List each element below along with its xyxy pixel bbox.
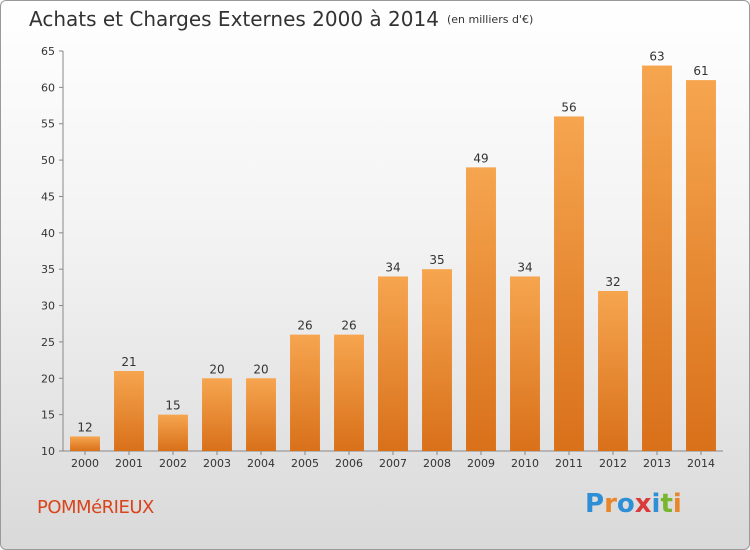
y-tick-label: 65 (41, 45, 55, 58)
y-tick-label: 45 (41, 190, 55, 203)
bar (114, 371, 144, 451)
x-tick-label: 2010 (511, 457, 539, 470)
bar (70, 436, 100, 451)
y-tick-label: 30 (41, 300, 55, 313)
y-tick-label: 20 (41, 372, 55, 385)
x-tick-label: 2004 (247, 457, 275, 470)
bar (246, 378, 276, 451)
bar (686, 80, 716, 451)
data-label: 49 (473, 151, 488, 165)
bar (466, 167, 496, 451)
data-label: 34 (385, 260, 400, 274)
data-label: 26 (297, 319, 312, 333)
y-tick-label: 40 (41, 227, 55, 240)
data-label: 34 (517, 260, 532, 274)
data-label: 21 (121, 355, 136, 369)
bar (554, 116, 584, 452)
bar (642, 65, 672, 451)
bar (598, 291, 628, 451)
y-tick-label: 55 (41, 118, 55, 131)
y-tick-label: 25 (41, 336, 55, 349)
chart-subtitle: (en milliers d'€) (446, 13, 534, 26)
data-label: 63 (649, 50, 664, 64)
bar (422, 269, 452, 451)
data-label: 26 (341, 319, 356, 333)
x-tick-label: 2005 (291, 457, 319, 470)
x-tick-label: 2009 (467, 457, 495, 470)
data-label: 20 (253, 362, 268, 376)
y-tick-label: 10 (41, 445, 55, 458)
town-name: POMMéRIEUX (37, 497, 154, 518)
y-tick-label: 35 (41, 263, 55, 276)
title-text: Achats et Charges Externes 2000 à 2014 (29, 7, 439, 31)
logo-letter: x (634, 489, 652, 519)
chart-title: Achats et Charges Externes 2000 à 2014 (e… (29, 7, 533, 31)
logo-letter: P (585, 489, 605, 519)
logo-letter: r (604, 489, 617, 519)
data-label: 35 (429, 253, 444, 267)
x-tick-label: 2008 (423, 457, 451, 470)
data-label: 61 (693, 64, 708, 78)
logo-letter: i (672, 489, 682, 519)
data-label: 20 (209, 362, 224, 376)
x-tick-label: 2013 (643, 457, 671, 470)
x-tick-label: 2003 (203, 457, 231, 470)
logo-letter: i (651, 489, 661, 519)
x-tick-label: 2012 (599, 457, 627, 470)
logo-letter: o (616, 489, 635, 519)
bar (158, 414, 188, 451)
x-tick-label: 2007 (379, 457, 407, 470)
x-tick-label: 2001 (115, 457, 143, 470)
x-tick-label: 2002 (159, 457, 187, 470)
data-label: 12 (77, 420, 92, 434)
proxiti-logo: Proxiti (585, 489, 682, 519)
x-tick-label: 2006 (335, 457, 363, 470)
data-label: 56 (561, 100, 576, 114)
bar (202, 378, 232, 451)
x-tick-label: 2011 (555, 457, 583, 470)
x-tick-label: 2014 (687, 457, 715, 470)
bar (510, 276, 540, 451)
bar (290, 334, 320, 451)
y-tick-label: 15 (41, 409, 55, 422)
y-tick-label: 50 (41, 154, 55, 167)
x-tick-label: 2000 (71, 457, 99, 470)
data-label: 15 (165, 399, 180, 413)
y-tick-label: 60 (41, 81, 55, 94)
logo-letter: t (660, 489, 673, 519)
data-label: 32 (605, 275, 620, 289)
bar (334, 334, 364, 451)
bar (378, 276, 408, 451)
